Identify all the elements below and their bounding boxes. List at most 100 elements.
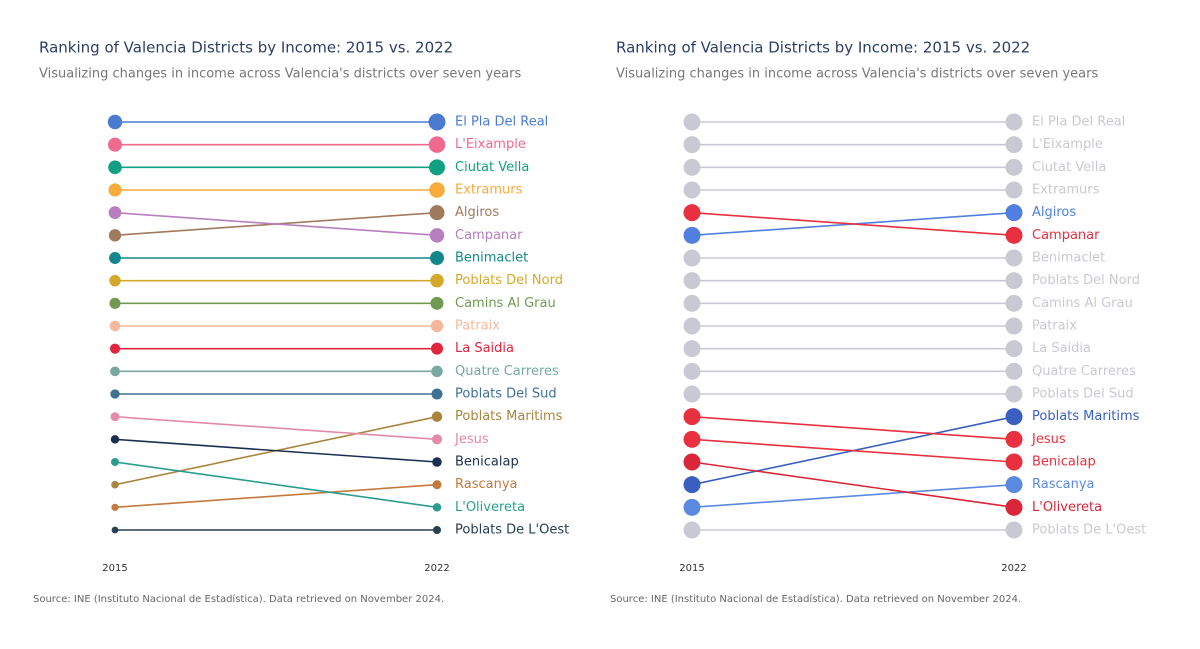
dot [110,366,120,377]
dot [1005,340,1023,358]
dot [110,457,120,467]
x-tick-label: 2015 [679,563,704,574]
legend-label: El Pla Del Real [1032,115,1125,130]
legend-label: Poblats Maritims [1032,409,1140,424]
dot [1005,498,1023,516]
legend-label: Patraix [455,319,500,334]
dot [110,435,120,444]
legend-label: L'Eixample [455,137,526,152]
x-tick-label: 2015 [102,563,127,574]
dot [429,228,445,243]
dot [1005,521,1023,539]
legend-label: L'Eixample [1032,137,1103,152]
legend-label: Algiros [1032,205,1076,220]
dot [683,498,701,516]
legend-label: Quatre Carreres [455,364,559,379]
dot [432,434,442,445]
slope-line [691,483,1015,509]
legend-label: Quatre Carreres [1032,364,1136,379]
legend-label: Algiros [455,205,499,220]
dot [109,343,121,354]
dot [683,476,701,494]
dot [1005,294,1023,312]
dot [111,503,119,511]
legend-label: El Pla Del Real [455,115,548,130]
slope-line [114,461,438,509]
dot [683,317,701,335]
dot [431,342,443,355]
legend-label: Camins Al Grau [455,296,556,311]
slope-line [114,483,438,509]
dot [432,503,442,512]
slope-line [691,461,1015,509]
dot [683,385,701,403]
slope-line [691,438,1015,463]
dot [430,319,444,333]
legend-label: Poblats De L'Oest [455,523,569,538]
x-tick-label: 2022 [1001,563,1026,574]
chart-title: Ranking of Valencia Districts by Income:… [39,39,453,57]
dot [683,430,701,448]
dot [429,159,445,176]
legend-label: Extramurs [455,183,523,198]
dot [432,457,442,467]
dot [683,204,701,222]
legend-label: Rascanya [1032,477,1095,492]
legend-label: Camins Al Grau [1032,296,1133,311]
dot [107,114,123,130]
legend-label: Patraix [1032,319,1077,334]
dot [109,252,121,264]
dot [428,113,446,131]
legend-label: L'Olivereta [455,500,525,515]
dot [109,320,121,332]
legend-label: Benicalap [455,455,519,470]
dot [1005,430,1023,448]
slope-line [691,211,1015,237]
dot [431,411,443,422]
legend-label: La Saidia [1032,341,1091,356]
dot [683,521,701,539]
dot [108,183,122,197]
legend-label: Benicalap [1032,455,1096,470]
slope-line [114,211,438,237]
dot [1005,226,1023,244]
legend-label: L'Olivereta [1032,500,1102,515]
dot [683,294,701,312]
dot [683,362,701,380]
dot [683,272,701,290]
dot [108,206,122,220]
dot [1005,113,1023,131]
dot [683,453,701,471]
dot [110,412,120,422]
slope-line [114,415,438,441]
dot [429,182,445,198]
legend-label: Benimaclet [1032,251,1105,266]
legend-label: La Saidia [455,341,514,356]
chart-subtitle: Visualizing changes in income across Val… [39,67,521,82]
dot [1005,385,1023,403]
slope-line [691,415,1015,441]
dot [109,274,121,287]
legend-label: Poblats Del Nord [1032,273,1140,288]
dot [430,296,444,310]
dot [110,389,120,399]
dot [1005,408,1023,426]
dot [111,526,119,534]
legend-label: Poblats De L'Oest [1032,523,1146,538]
dot [1005,136,1023,154]
dot [428,136,446,153]
dot [1005,204,1023,222]
dot [1005,272,1023,290]
dot [109,297,121,309]
legend-label: Extramurs [1032,183,1100,198]
dot [1005,181,1023,199]
dot [683,181,701,199]
dot [431,365,443,378]
legend-label: Benimaclet [455,251,528,266]
dot [432,480,442,490]
chart-title: Ranking of Valencia Districts by Income:… [616,39,1030,57]
legend-label: Jesus [1031,432,1066,447]
dot [108,229,122,242]
dot [683,158,701,176]
